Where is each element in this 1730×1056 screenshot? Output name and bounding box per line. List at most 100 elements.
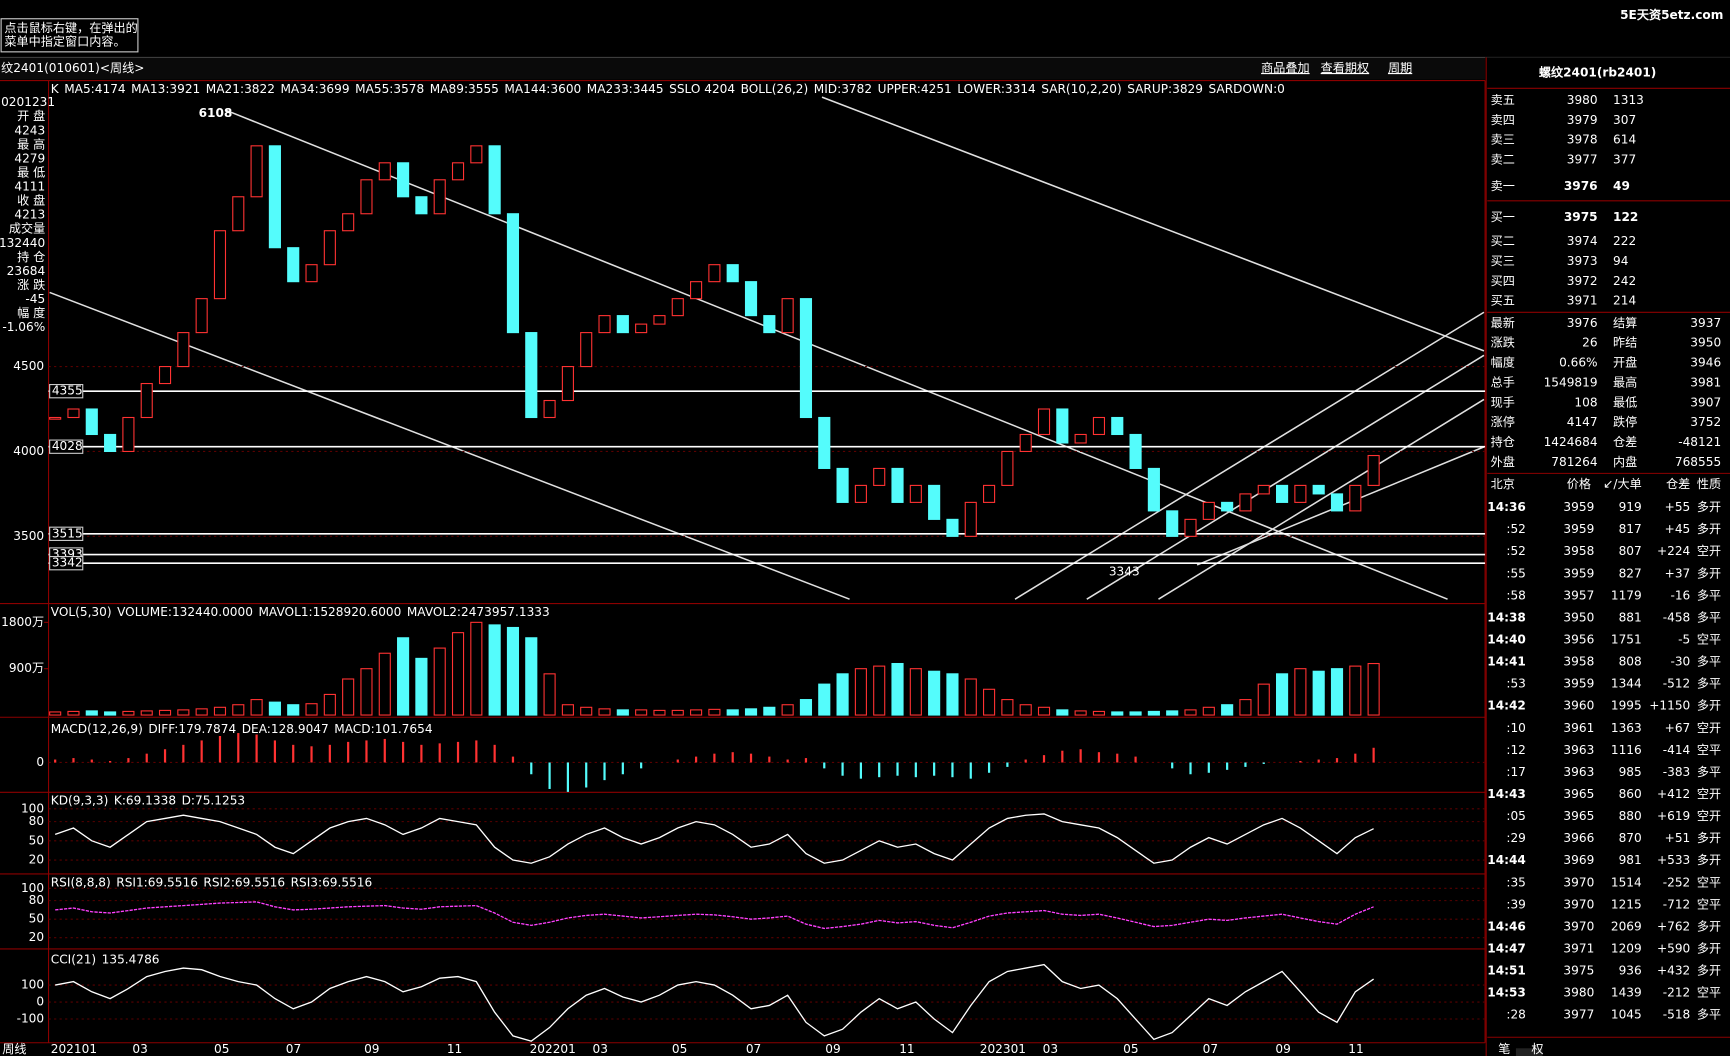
tick-price: 3965 [1563,787,1594,801]
tick-oi: -30 [1670,655,1690,669]
volume-bar [451,632,465,716]
tick-price: 3958 [1563,544,1594,558]
y-tick-label: 900万 [9,661,44,675]
indicator-label: RSI(8,8,8) [51,875,111,889]
candle [580,332,593,368]
indicator-label: MID:3782 [814,82,872,96]
candle [1294,484,1307,503]
x-tick-label: 05 [672,1042,687,1056]
candle [1111,416,1124,436]
indicator-label: MA34:3699 [280,82,349,96]
tick-volume: 919 [1619,500,1642,514]
tick-oi: +224 [1657,544,1691,558]
toolbar-link[interactable]: 查看期权 [1321,61,1370,75]
book-price: 3975 [1564,210,1598,224]
candle [561,366,574,402]
candle [1276,484,1289,503]
candle [598,315,611,334]
volume-bar [635,709,648,716]
indicator-label: VOLUME:132440.0000 [117,605,253,619]
tick-time: 14:40 [1487,632,1526,646]
tick-time: 14:36 [1487,500,1526,514]
tick-time: :05 [1506,809,1526,823]
tick-time: :29 [1506,831,1526,845]
volume-bar [799,699,813,716]
book-volume: 222 [1613,234,1636,248]
level-box [49,526,84,541]
stat-value: 3752 [1690,415,1721,429]
book-price: 3971 [1567,294,1598,308]
tick-time: 14:46 [1487,919,1526,933]
candle [506,213,520,334]
tick-time: 14:47 [1487,941,1526,955]
indicator-label: SARDOWN:0 [1209,82,1285,96]
tick-oi: -712 [1663,897,1691,911]
indicator-label: MA89:3555 [430,82,499,96]
info-text: 23684 [7,264,46,278]
book-label: 买五 [1491,294,1515,308]
tick-time: :39 [1506,897,1526,911]
volume-bar [213,706,227,716]
indicator-label: DIFF:179.7874 [148,722,236,736]
tick-oi: -212 [1663,986,1691,1000]
candle [1019,433,1032,453]
tick-oi: -383 [1663,765,1691,779]
book-price: 3974 [1567,234,1598,248]
stat-value: 1424684 [1544,435,1598,449]
y-tick-label: 50 [29,833,44,847]
tick-volume: 807 [1619,544,1642,558]
tick-oi: +432 [1657,964,1690,978]
tick-price: 3961 [1563,721,1594,735]
y-tick-label: 1800万 [1,615,44,629]
tick-volume: 1344 [1611,677,1642,691]
indicator-label: SSLO 4204 [669,82,735,96]
volume-bar [506,626,520,716]
book-label: 买四 [1491,274,1515,288]
tick-time: :58 [1506,588,1526,602]
candle [158,366,172,385]
candle [983,484,996,503]
volume-bar [1129,711,1142,716]
indicator-label: CCI(21) [51,952,96,966]
tab-bg [1515,1048,1543,1056]
info-text: -45 [25,292,45,306]
candle [1074,433,1087,444]
info-text: 成交量 [9,221,45,236]
y-tick-label: 4000 [13,444,44,458]
stat-label: 持仓 [1491,434,1515,449]
indicator-label: DEA:128.9047 [242,722,329,736]
tick-price: 3957 [1563,588,1594,602]
book-price: 3979 [1567,113,1598,127]
x-tick-label: 07 [286,1042,301,1056]
candle [1184,518,1197,537]
volume-bar [946,673,959,716]
tick-volume: 2069 [1611,919,1642,933]
tick-time: :55 [1506,566,1526,580]
toolbar-link[interactable]: 商品叠加 [1261,60,1310,75]
tick-price: 3980 [1563,986,1594,1000]
stat-value: 768555 [1675,455,1721,469]
candle [635,323,648,334]
tick-time: :28 [1506,1008,1526,1022]
volume-bar [1294,668,1307,716]
stat-value: 3981 [1690,375,1721,389]
tick-oi: -458 [1663,610,1691,624]
candle [49,416,62,420]
stat-value: 3946 [1690,356,1721,370]
tick-volume: 1209 [1611,941,1642,955]
info-text: 幅 度 [17,305,45,320]
stat-value: 3976 [1567,316,1598,330]
volume-bar [140,710,153,716]
candle [433,179,446,215]
tick-oi: +37 [1665,566,1691,580]
tab[interactable]: 权 [1531,1042,1543,1056]
indicator-label: VOL(5,30) [51,605,112,619]
y-tick-label: 100 [21,881,44,895]
candle [525,332,538,419]
tab[interactable]: 笔 [1498,1041,1510,1056]
tick-oi: +55 [1665,500,1691,514]
candle [85,408,98,436]
toolbar-link[interactable]: 周期 [1388,61,1412,75]
